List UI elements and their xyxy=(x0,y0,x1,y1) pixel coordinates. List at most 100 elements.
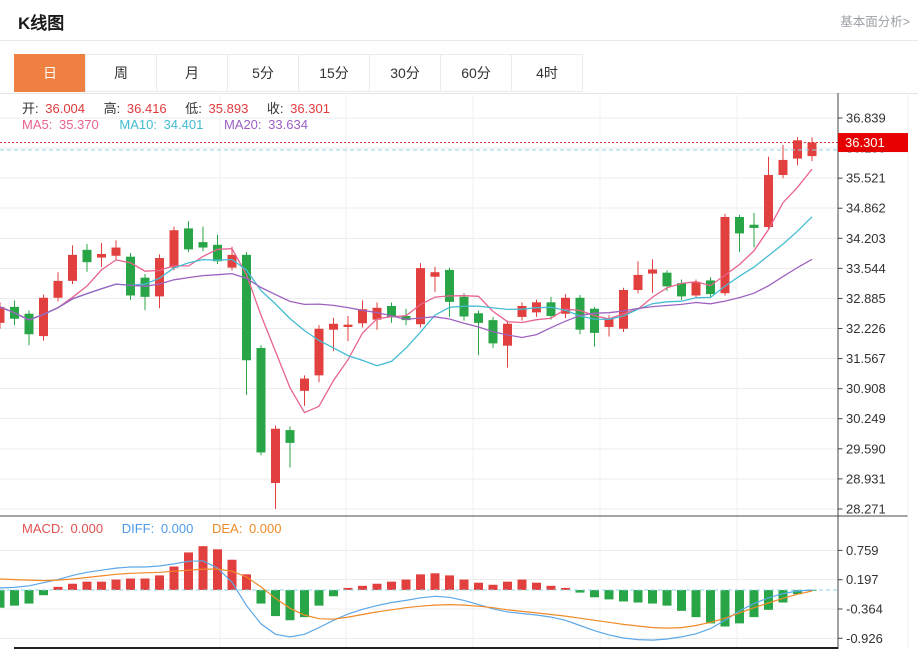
macd-histogram-bar xyxy=(39,589,48,596)
tab-15min[interactable]: 15分 xyxy=(298,54,370,92)
macd-axis-label: 0.759 xyxy=(846,543,879,558)
candle[interactable] xyxy=(706,280,715,295)
candle[interactable] xyxy=(546,302,556,317)
candle[interactable] xyxy=(82,249,92,263)
candle[interactable] xyxy=(155,258,164,297)
macd-histogram-bar xyxy=(677,589,686,611)
tab-week[interactable]: 周 xyxy=(85,54,157,92)
macd-histogram-bar xyxy=(0,589,5,608)
macd-histogram-bar xyxy=(401,579,411,590)
macd-axis-label: 0.197 xyxy=(846,572,879,587)
y-axis-label: 36.839 xyxy=(846,111,886,126)
macd-histogram-bar xyxy=(488,584,498,590)
candle[interactable] xyxy=(604,318,614,327)
candle[interactable] xyxy=(445,269,454,302)
candle[interactable] xyxy=(53,280,63,298)
candle[interactable] xyxy=(474,313,483,323)
candle[interactable] xyxy=(0,306,5,323)
candle[interactable] xyxy=(735,216,744,234)
candle[interactable] xyxy=(111,247,121,256)
candle[interactable] xyxy=(662,272,672,287)
macd-histogram-bar xyxy=(24,589,34,604)
candle[interactable] xyxy=(39,297,48,337)
candle[interactable] xyxy=(691,281,701,296)
fundamental-analysis-link[interactable]: 基本面分析> xyxy=(840,15,910,29)
y-axis-label: 34.862 xyxy=(846,201,886,216)
current-price-badge-label: 36.301 xyxy=(845,135,885,150)
macd-histogram-bar xyxy=(561,587,570,590)
diff-line xyxy=(0,560,813,641)
macd-histogram-bar xyxy=(517,579,527,590)
candle[interactable] xyxy=(256,347,266,453)
tab-60min[interactable]: 60分 xyxy=(440,54,512,92)
macd-histogram-bar xyxy=(68,583,77,590)
macd-histogram-bar xyxy=(764,589,773,610)
header-divider xyxy=(0,40,918,41)
dea-line xyxy=(0,568,813,629)
candle[interactable] xyxy=(184,228,193,250)
macd-histogram-bar xyxy=(256,589,266,604)
candle[interactable] xyxy=(561,297,570,314)
macd-histogram-bar xyxy=(735,589,744,624)
candle[interactable] xyxy=(198,242,208,248)
candle[interactable] xyxy=(633,274,643,290)
candle[interactable] xyxy=(778,159,788,175)
macd-histogram-bar xyxy=(343,587,353,590)
macd-histogram-bar xyxy=(445,575,454,590)
tab-30min[interactable]: 30分 xyxy=(369,54,441,92)
candle[interactable] xyxy=(720,216,730,294)
candle[interactable] xyxy=(314,328,324,376)
macd-histogram-bar xyxy=(662,589,672,606)
candle[interactable] xyxy=(807,142,817,157)
macd-histogram-bar xyxy=(532,582,541,590)
candle[interactable] xyxy=(590,308,599,333)
candle[interactable] xyxy=(648,269,657,274)
candle[interactable] xyxy=(169,230,179,268)
candle[interactable] xyxy=(387,305,396,318)
candle[interactable] xyxy=(619,289,628,329)
candle[interactable] xyxy=(285,430,295,443)
macd-histogram-bar xyxy=(242,574,251,590)
tab-day[interactable]: 日 xyxy=(14,54,86,92)
candle[interactable] xyxy=(227,254,237,268)
candle[interactable] xyxy=(300,378,309,391)
macd-histogram-bar xyxy=(793,589,802,595)
macd-histogram-bar xyxy=(271,589,280,617)
interval-tabbar: 日周月 5分 15分 30分 60分 4时 xyxy=(14,54,583,92)
candle[interactable] xyxy=(213,244,222,262)
macd-axis-label: -0.364 xyxy=(846,601,883,616)
candle[interactable] xyxy=(358,309,367,324)
candle[interactable] xyxy=(677,283,686,297)
tab-4hour[interactable]: 4时 xyxy=(511,54,583,92)
candle[interactable] xyxy=(416,268,425,325)
candle[interactable] xyxy=(24,313,34,335)
candle[interactable] xyxy=(793,140,802,159)
candle[interactable] xyxy=(97,253,106,258)
candle[interactable] xyxy=(517,305,527,317)
candle[interactable] xyxy=(372,307,382,320)
candle[interactable] xyxy=(575,297,585,330)
candle[interactable] xyxy=(126,256,135,296)
y-axis-label: 30.249 xyxy=(846,411,886,426)
candle[interactable] xyxy=(329,323,338,330)
candle[interactable] xyxy=(430,272,440,277)
macd-histogram-bar xyxy=(590,589,599,598)
candle[interactable] xyxy=(343,324,353,327)
candle[interactable] xyxy=(68,254,77,281)
kline-chart-canvas[interactable]: 36.83936.18035.52134.86234.20333.54432.8… xyxy=(0,93,918,653)
macd-histogram-bar xyxy=(169,566,179,590)
candle[interactable] xyxy=(242,254,251,361)
tab-month[interactable]: 月 xyxy=(156,54,228,92)
candle[interactable] xyxy=(749,224,759,228)
page-title: K线图 xyxy=(18,14,65,33)
macd-histogram-bar xyxy=(285,589,295,621)
candle[interactable] xyxy=(140,277,150,297)
macd-histogram-bar xyxy=(300,589,309,618)
candle[interactable] xyxy=(401,316,411,321)
candle[interactable] xyxy=(271,428,280,484)
macd-histogram-bar xyxy=(474,582,483,590)
candle[interactable] xyxy=(764,174,773,228)
y-axis-label: 35.521 xyxy=(846,171,886,186)
tab-5min[interactable]: 5分 xyxy=(227,54,299,92)
macd-histogram-bar xyxy=(82,581,92,590)
